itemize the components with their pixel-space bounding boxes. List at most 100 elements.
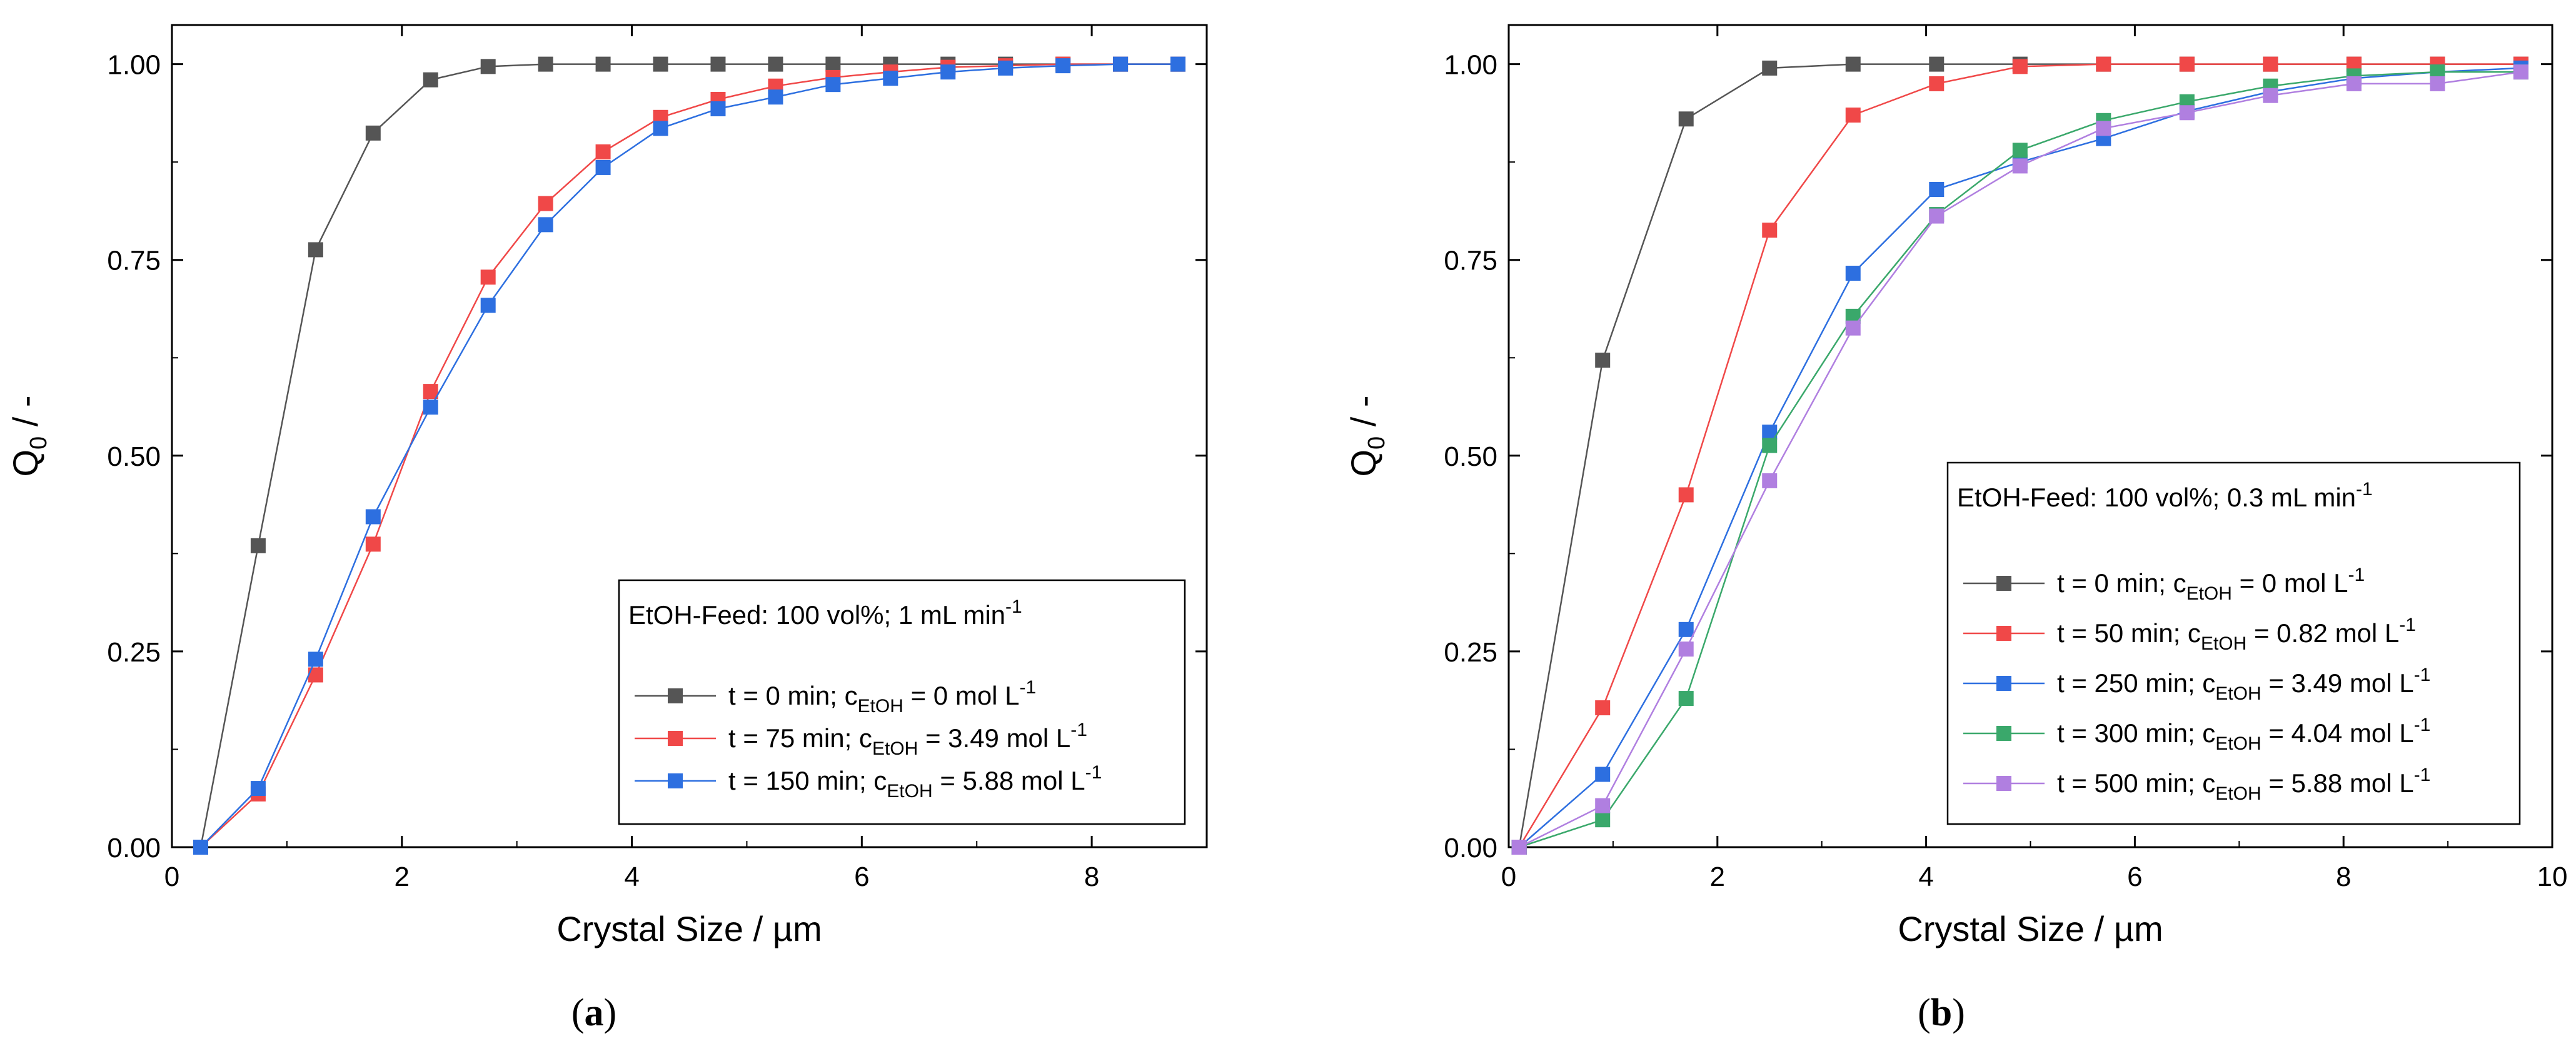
legend-entry-mid: = 0 mol L xyxy=(2232,568,2348,598)
legend-marker xyxy=(668,773,683,788)
data-point xyxy=(940,64,956,80)
data-point xyxy=(1595,353,1611,368)
panel-b-chart: 0 2 4 6 8 10 0.00 0.25 0.50 0.75 1.00 Crystal Size … xyxy=(1344,24,2567,1034)
data-point xyxy=(595,56,611,72)
data-point xyxy=(308,651,323,667)
legend-entry: t = 250 min; cEtOH = 3.49 mol L-1 xyxy=(2057,665,2430,704)
legend-entry: t = 50 min; cEtOH = 0.82 mol L-1 xyxy=(2057,615,2416,654)
data-point xyxy=(538,56,553,72)
data-point xyxy=(1929,56,1945,72)
legend: EtOH-Feed: 100 vol%; 0.3 mL min-1t = 0 m… xyxy=(1946,461,2521,825)
data-point xyxy=(825,56,841,72)
data-point xyxy=(2513,64,2528,80)
data-point xyxy=(1678,691,1694,707)
x-tick-label: 2 xyxy=(1710,862,1725,892)
data-point xyxy=(1595,798,1611,813)
data-point xyxy=(595,159,611,175)
legend-entry-sup: -1 xyxy=(1085,762,1102,783)
legend-entry-mid: = 4.04 mol L xyxy=(2262,718,2414,748)
data-point xyxy=(1678,487,1694,503)
data-point xyxy=(480,269,496,285)
data-point xyxy=(1678,621,1694,637)
legend-entry-prefix: t = 250 min; c xyxy=(2057,668,2215,698)
y-axis-title-rest: / - xyxy=(6,395,45,436)
legend-entry-mid: = 5.88 mol L xyxy=(2262,768,2414,798)
data-point xyxy=(1678,641,1694,657)
data-point xyxy=(2096,56,2111,72)
data-point xyxy=(1845,266,1861,281)
legend-entry-mid: = 0 mol L xyxy=(903,681,1020,710)
x-tick-label: 6 xyxy=(2127,862,2142,892)
legend-box xyxy=(618,579,1186,825)
data-point xyxy=(2179,105,2195,121)
data-point xyxy=(250,781,266,797)
data-point xyxy=(768,56,783,72)
data-point xyxy=(653,121,668,136)
data-point xyxy=(365,509,381,525)
data-point xyxy=(365,125,381,141)
panel-caption: (a) xyxy=(571,992,616,1034)
data-point xyxy=(1511,840,1527,855)
data-point xyxy=(1678,111,1694,127)
legend-entry-sup: -1 xyxy=(1020,677,1037,698)
legend-entry-prefix: t = 300 min; c xyxy=(2057,718,2215,748)
legend-entry: t = 0 min; cEtOH = 0 mol L-1 xyxy=(728,677,1036,717)
data-point xyxy=(1762,438,1778,453)
data-point xyxy=(1929,182,1945,197)
panel-a-chart: 0 2 4 6 8 0.00 0.25 0.50 0.75 1.00 Crystal Size / … xyxy=(6,24,1208,1034)
legend-marker xyxy=(668,731,683,746)
data-point xyxy=(1845,320,1861,336)
legend: EtOH-Feed: 100 vol%; 1 mL min-1t = 0 min… xyxy=(618,579,1186,825)
data-point xyxy=(2430,76,2445,91)
data-point xyxy=(2263,88,2278,103)
data-point xyxy=(1929,76,1945,91)
legend-entry-sub: EtOH xyxy=(2215,733,2261,754)
legend-entry-prefix: t = 50 min; c xyxy=(2057,618,2201,648)
data-point xyxy=(2096,121,2111,136)
caption-letter: b xyxy=(1931,992,1952,1034)
y-tick-label: 0.50 xyxy=(107,441,161,472)
legend-marker xyxy=(1996,626,2011,641)
data-point xyxy=(1170,56,1186,72)
data-point xyxy=(480,298,496,313)
data-point xyxy=(1595,700,1611,716)
series-line xyxy=(199,63,1178,848)
y-tick-label: 0.25 xyxy=(107,637,161,668)
data-point xyxy=(825,77,841,93)
series-line xyxy=(200,63,1178,848)
y-axis-title-rest: / - xyxy=(1344,395,1383,436)
data-point xyxy=(710,101,726,117)
legend-entry-sup: -1 xyxy=(2414,715,2431,735)
data-point xyxy=(2012,143,2028,158)
data-point xyxy=(1595,767,1611,782)
legend-title: EtOH-Feed: 100 vol%; 1 mL min-1 xyxy=(628,596,1022,630)
data-point xyxy=(595,144,611,159)
y-tick-label: 0.75 xyxy=(107,246,161,276)
legend-entry-sup: -1 xyxy=(2399,615,2416,635)
data-point xyxy=(423,384,438,400)
y-tick-label: 0.50 xyxy=(1444,441,1497,472)
x-tick-label: 4 xyxy=(624,862,639,892)
legend-entry-mid: = 5.88 mol L xyxy=(933,766,1085,795)
y-axis-title-main: Q xyxy=(1344,450,1383,477)
legend-entry-sup: -1 xyxy=(2414,665,2431,685)
y-axis-title: Q0 / - xyxy=(1344,395,1390,476)
legend-marker xyxy=(1996,676,2011,691)
data-point xyxy=(768,89,783,105)
legend-marker xyxy=(1996,576,2011,591)
data-point xyxy=(998,60,1014,76)
data-point xyxy=(423,72,438,88)
legend-box xyxy=(1946,461,2521,825)
caption-letter: a xyxy=(585,992,604,1034)
data-point xyxy=(1055,58,1071,74)
plot-frame xyxy=(171,24,1208,848)
legend-entry-sup: -1 xyxy=(2414,765,2431,785)
data-point xyxy=(2263,56,2278,72)
legend-title-main: EtOH-Feed: 100 vol%; 1 mL min xyxy=(628,600,1005,630)
legend-title-sup: -1 xyxy=(2356,479,2373,500)
series-t-150-min xyxy=(193,56,1186,855)
data-point xyxy=(1845,56,1861,72)
caption-close: ) xyxy=(1952,992,1965,1034)
y-tick-label: 0.00 xyxy=(107,833,161,863)
x-tick-label: 8 xyxy=(1084,862,1099,892)
